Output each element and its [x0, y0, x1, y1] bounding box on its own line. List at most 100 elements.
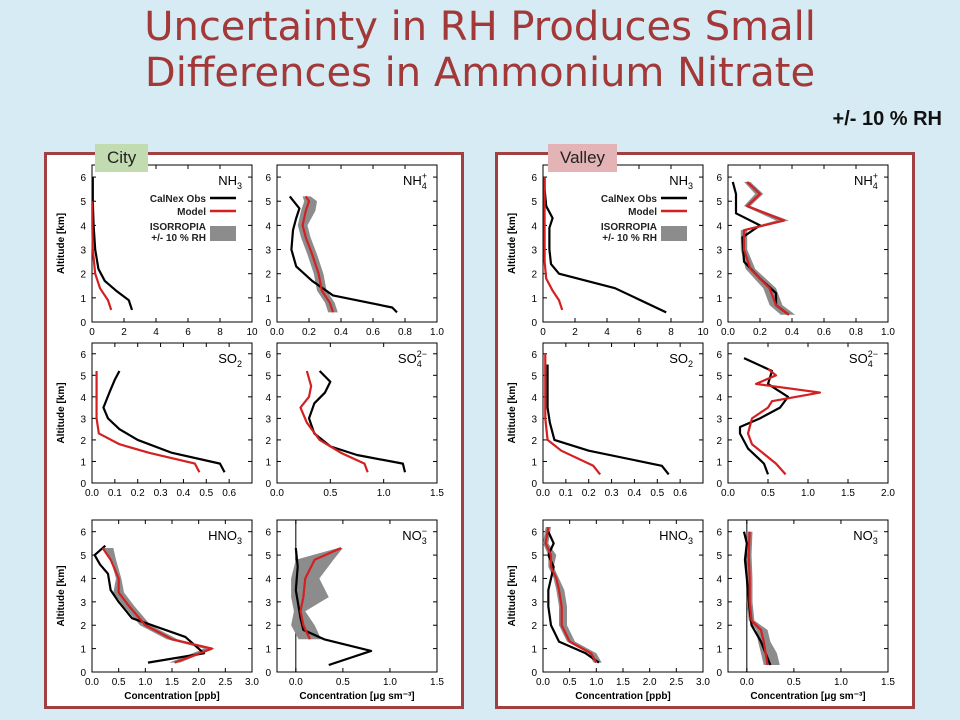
species-label: NH4+ — [403, 171, 427, 191]
species-label-part: NH — [218, 173, 237, 188]
y-tick-label: 5 — [80, 551, 86, 562]
x-tick-label: 1.0 — [383, 677, 397, 688]
x-tick-label: 0.5 — [761, 488, 775, 499]
species-label-part: NH — [403, 173, 422, 188]
y-axis-label: Altitude [km] — [56, 382, 67, 443]
model-line — [746, 367, 822, 476]
y-tick-label: 0 — [716, 479, 722, 490]
legend-model-label: Model — [628, 207, 657, 218]
y-tick-label: 6 — [716, 173, 722, 184]
y-tick-label: 4 — [80, 393, 86, 404]
y-tick-label: 6 — [716, 350, 722, 361]
y-tick-label: 3 — [531, 414, 537, 425]
x-tick-label: 0.5 — [112, 677, 126, 688]
species-label-part: SO — [849, 351, 868, 366]
y-tick-label: 6 — [265, 173, 271, 184]
x-tick-label: 1.0 — [801, 488, 815, 499]
x-tick-label: 1.5 — [881, 677, 895, 688]
x-tick-label: 0.2 — [131, 488, 145, 499]
species-label-part: 2− — [417, 349, 427, 359]
y-tick-label: 3 — [265, 598, 271, 609]
x-tick-label: 0 — [89, 327, 95, 338]
model-line — [543, 177, 564, 311]
x-tick-label: 0.1 — [559, 488, 573, 499]
y-tick-label: 0 — [716, 668, 722, 679]
y-tick-label: 1 — [716, 645, 722, 656]
x-tick-label: 1.0 — [589, 677, 603, 688]
y-axis-label: Altitude [km] — [56, 565, 67, 626]
x-tick-label: 0.0 — [721, 488, 735, 499]
model-line — [101, 547, 214, 664]
y-tick-label: 5 — [80, 197, 86, 208]
title-line-2: Differences in Ammonium Nitrate — [144, 50, 816, 96]
x-tick-label: 0.5 — [336, 677, 350, 688]
slide-title: Uncertainty in RH Produces Small Differe… — [0, 4, 960, 96]
y-tick-label: 1 — [80, 294, 86, 305]
model-line — [742, 181, 790, 316]
species-label-part: NH — [854, 173, 873, 188]
x-tick-label: 1.0 — [138, 677, 152, 688]
y-axis-label: Altitude [km] — [507, 565, 518, 626]
y-tick-label: 3 — [265, 246, 271, 257]
legend-obs-label: CalNex Obs — [601, 194, 658, 205]
species-label-part: 2 — [237, 359, 242, 369]
x-tick-label: 0.0 — [270, 488, 284, 499]
plot-frame — [91, 164, 253, 323]
model-line — [301, 195, 335, 313]
y-tick-label: 2 — [265, 270, 271, 281]
y-tick-label: 5 — [80, 371, 86, 382]
x-tick-label: 0.8 — [849, 327, 863, 338]
x-tick-label: 10 — [697, 327, 709, 338]
y-tick-label: 1 — [265, 294, 271, 305]
y-tick-label: 6 — [531, 173, 537, 184]
x-tick-label: 0.6 — [817, 327, 831, 338]
x-tick-label: 4 — [153, 327, 159, 338]
plot-frame — [276, 164, 438, 323]
x-tick-label: 0.4 — [785, 327, 799, 338]
species-label-part: HNO — [659, 528, 688, 543]
species-label-part: 2− — [868, 349, 878, 359]
y-tick-label: 0 — [531, 318, 537, 329]
y-tick-label: 4 — [265, 221, 271, 232]
y-tick-label: 3 — [531, 246, 537, 257]
species-label-part: HNO — [208, 528, 237, 543]
y-tick-label: 3 — [80, 414, 86, 425]
legend-band-label-2: +/- 10 % RH — [602, 233, 657, 244]
y-tick-label: 3 — [531, 598, 537, 609]
x-tick-label: 0.4 — [627, 488, 641, 499]
subplot-hno3: 0 1 2 3 4 5 6 0.0 0.5 1.0 1.5 2.0 2.5 3.0 Altitude [km… — [507, 519, 710, 688]
y-axis-label: Altitude [km] — [507, 382, 518, 443]
plot-frame — [91, 342, 253, 484]
x-tick-label: 0.0 — [85, 488, 99, 499]
legend-band-swatch — [210, 226, 236, 241]
y-tick-label: 5 — [716, 197, 722, 208]
x-tick-label: 8 — [217, 327, 223, 338]
x-tick-label: 0.5 — [199, 488, 213, 499]
x-tick-label: 0.0 — [740, 677, 754, 688]
legend-model-label: Model — [177, 207, 206, 218]
species-label-part: + — [873, 171, 878, 181]
y-tick-label: 2 — [716, 436, 722, 447]
y-tick-label: 4 — [531, 574, 537, 585]
x-axis-label-left: Concentration [ppb] — [124, 691, 220, 702]
x-tick-label: 2.0 — [881, 488, 895, 499]
isorropia-band — [291, 548, 343, 640]
y-tick-label: 4 — [265, 574, 271, 585]
species-label-part: SO — [669, 351, 688, 366]
y-tick-label: 6 — [531, 350, 537, 361]
y-tick-label: 3 — [716, 246, 722, 257]
x-tick-label: 0.0 — [85, 677, 99, 688]
species-label-part: 4 — [873, 181, 878, 191]
species-label-part: 3 — [688, 181, 693, 191]
y-tick-label: 5 — [716, 371, 722, 382]
plot-frame — [727, 342, 889, 484]
y-tick-label: 6 — [265, 350, 271, 361]
species-label-part: NO — [853, 528, 873, 543]
y-tick-label: 1 — [80, 457, 86, 468]
x-tick-label: 0.0 — [536, 488, 550, 499]
y-tick-label: 1 — [531, 294, 537, 305]
